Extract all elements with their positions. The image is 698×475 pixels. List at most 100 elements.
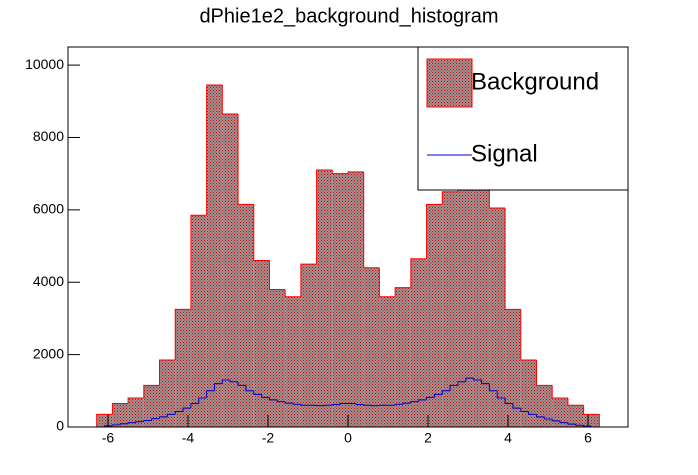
bin-outline (119, 423, 129, 425)
bin-outline (284, 289, 301, 298)
bin-outline (535, 360, 553, 386)
y-tick-label: 2000 (33, 345, 64, 361)
bin-outline (551, 385, 568, 399)
bin-outline (268, 397, 278, 401)
x-tick-label: -2 (262, 430, 275, 446)
bin-outline (394, 403, 403, 406)
bar (253, 260, 270, 427)
bin-outline (465, 377, 474, 382)
bin-outline (198, 397, 207, 404)
y-tick-label: 10000 (25, 56, 64, 72)
bin-outline (174, 308, 191, 361)
bin-outline (520, 309, 537, 361)
bin-outline (135, 421, 144, 423)
bin-outline (253, 390, 262, 395)
plot-area (96, 84, 600, 428)
bar (567, 405, 584, 427)
bin-outline (292, 403, 301, 405)
bin-outline (213, 383, 223, 391)
legend-label: Signal (471, 140, 538, 167)
bin-outline (488, 383, 498, 392)
bin-outline (221, 85, 239, 115)
bin-outline (159, 359, 176, 386)
bin-outline (300, 263, 317, 297)
bar (285, 296, 301, 427)
bin-outline (229, 379, 239, 383)
bin-outline (143, 419, 152, 422)
bin-outline (378, 267, 396, 298)
x-tick-label: -6 (102, 430, 115, 446)
legend: Background Signal (417, 46, 629, 191)
bin-outline (504, 398, 513, 404)
bar (238, 204, 254, 427)
bin-outline (583, 425, 592, 427)
bin-outline (551, 419, 561, 422)
bin-outline (127, 422, 136, 424)
bin-outline (410, 258, 427, 288)
bin-outline (426, 396, 435, 400)
bin-outline (237, 381, 246, 386)
bar (457, 188, 474, 427)
bin-outline (300, 404, 309, 406)
bin-outline (96, 413, 113, 427)
bin-outline (520, 408, 529, 412)
x-tick-label: 4 (504, 430, 512, 446)
bar (175, 309, 191, 427)
bin-outline (143, 384, 160, 399)
bin-outline (567, 398, 584, 406)
y-tick-label: 6000 (33, 201, 64, 217)
bin-outline (206, 84, 223, 216)
x-tick-label: 6 (584, 430, 592, 446)
x-tick-label: 2 (424, 430, 432, 446)
bar (583, 414, 600, 427)
bin-outline (331, 404, 341, 406)
bar (159, 360, 176, 427)
legend-label: Background (471, 68, 599, 95)
bin-outline (355, 403, 364, 406)
bin-outline (504, 208, 521, 310)
bin-outline (449, 384, 458, 391)
y-tick-label: 8000 (33, 128, 64, 144)
bin-outline (174, 410, 184, 415)
bin-outline (457, 381, 466, 386)
chart-title: dPhie1e2_background_histogram (199, 5, 498, 27)
bar (316, 170, 333, 428)
bar (410, 258, 427, 427)
bin-outline (261, 394, 270, 398)
bin-outline (111, 402, 129, 415)
bin-outline (473, 378, 482, 381)
bar (395, 287, 411, 427)
bin-outline (441, 191, 458, 205)
bin-outline (528, 411, 537, 415)
bin-outline (245, 385, 254, 392)
bin-outline (268, 260, 286, 290)
bin-outline (575, 424, 584, 426)
y-tick-label: 0 (56, 418, 64, 434)
bin-outline (512, 403, 521, 409)
bin-outline (410, 401, 419, 404)
bar (222, 113, 239, 427)
bar (190, 215, 207, 427)
bin-outline (543, 416, 553, 420)
bin-outline (316, 169, 333, 265)
bin-outline (253, 204, 270, 262)
bin-outline (339, 402, 348, 405)
bar (505, 309, 521, 427)
bin-outline (221, 379, 231, 384)
bin-outline (567, 422, 576, 425)
bar (300, 264, 317, 427)
bin-outline (284, 401, 294, 404)
bar (473, 184, 490, 427)
bar (520, 360, 537, 427)
bin-outline (441, 390, 451, 395)
bar (536, 385, 553, 427)
bar (128, 398, 144, 427)
bar (489, 208, 506, 427)
bar (363, 267, 380, 427)
bin-outline (535, 414, 545, 418)
bin-outline (481, 379, 490, 385)
x-tick-label: -4 (182, 430, 195, 446)
bin-outline (433, 393, 443, 398)
x-tick-label: 0 (344, 430, 352, 446)
